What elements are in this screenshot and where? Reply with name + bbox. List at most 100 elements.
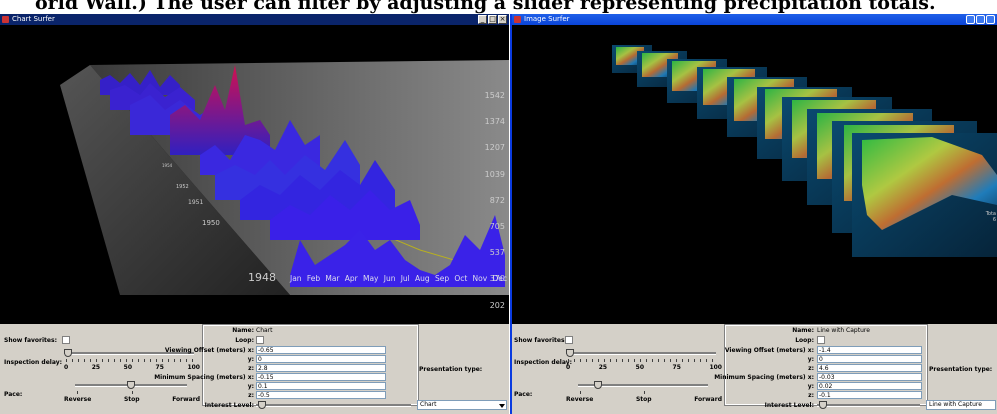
window-title: Image Surfer xyxy=(524,15,570,23)
viewing-offset-y-field[interactable]: 0 xyxy=(256,355,386,363)
page-caption: orld Wall.) The user can filter by adjus… xyxy=(35,0,936,14)
z-label: z: xyxy=(808,365,814,372)
minimum-spacing-x-field[interactable]: -0.15 xyxy=(256,373,386,381)
show-favorites-label: Show favorites: xyxy=(4,337,57,344)
y-tick: 1039 xyxy=(484,169,505,179)
pace-stop-label: Stop xyxy=(123,396,140,403)
interest-level-slider[interactable] xyxy=(256,401,411,409)
x-tick: Jun xyxy=(383,274,396,283)
viewing-offset-label: Viewing Offset (meters) x: xyxy=(164,347,254,354)
app-icon xyxy=(514,16,521,23)
y-tick: 202 xyxy=(489,300,505,310)
tick-label: 25 xyxy=(598,364,608,371)
presentation-type-label: Presentation type: xyxy=(419,366,483,373)
maximize-button[interactable]: □ xyxy=(488,15,497,24)
pace-label: Pace: xyxy=(514,391,533,398)
close-button[interactable] xyxy=(986,15,995,24)
window-title: Chart Surfer xyxy=(12,15,55,23)
year-label: 1948 xyxy=(248,271,276,284)
presentation-type-select[interactable]: Chart xyxy=(417,400,507,410)
x-tick: Oct xyxy=(454,274,468,283)
show-favorites-checkbox[interactable] xyxy=(565,336,573,344)
loop-label: Loop: xyxy=(235,337,254,344)
viewing-offset-label: Viewing Offset (meters) x: xyxy=(724,347,814,354)
inspection-delay-label: Inspection delay: xyxy=(4,359,62,366)
minimum-spacing-z-field[interactable]: -0.5 xyxy=(256,391,386,399)
interest-level-slider[interactable] xyxy=(817,401,920,409)
loop-checkbox[interactable] xyxy=(817,336,825,344)
presentation-type-value: Chart xyxy=(420,401,437,408)
viewing-offset-z-field[interactable]: 2.8 xyxy=(256,364,386,372)
y-tick: 1207 xyxy=(484,143,505,153)
minimum-spacing-label: Minimum Spacing (meters) x: xyxy=(714,374,814,381)
image-layers xyxy=(612,45,997,257)
slider-ticks xyxy=(580,391,708,394)
tick-label: 50 xyxy=(635,364,644,371)
year-label: 1952 xyxy=(176,184,189,190)
tick-label: 25 xyxy=(91,364,101,371)
presentation-type-value: Line with Capture xyxy=(929,401,982,408)
side-text: 6 xyxy=(992,217,996,223)
tick-label: 0 xyxy=(64,364,69,371)
x-tick: Sep xyxy=(434,274,450,283)
image-viewport[interactable]: Tota 6 xyxy=(512,25,997,324)
viewing-offset-x-field[interactable]: -1.4 xyxy=(817,346,922,354)
inspection-delay-slider[interactable] xyxy=(566,349,716,357)
pace-slider[interactable] xyxy=(578,381,708,389)
pace-slider[interactable] xyxy=(75,381,187,389)
x-tick: Aug xyxy=(415,274,430,283)
name-value: Chart xyxy=(256,327,273,334)
minimum-spacing-x-field[interactable]: -0.03 xyxy=(817,373,922,381)
slider-thumb[interactable] xyxy=(258,401,266,409)
inspection-delay-slider[interactable] xyxy=(64,349,194,357)
presentation-type-label: Presentation type: xyxy=(929,366,993,373)
maximize-button[interactable] xyxy=(976,15,985,24)
show-favorites-checkbox[interactable] xyxy=(62,336,70,344)
viewing-offset-z-field[interactable]: 4.6 xyxy=(817,364,922,372)
loop-checkbox[interactable] xyxy=(256,336,264,344)
title-bar[interactable]: Image Surfer xyxy=(512,14,997,25)
chevron-down-icon[interactable] xyxy=(499,404,505,408)
y-tick: 872 xyxy=(489,195,505,205)
interest-level-label: Interest Level: xyxy=(764,402,814,409)
viewing-offset-x-field[interactable]: -0.65 xyxy=(256,346,386,354)
slider-thumb[interactable] xyxy=(127,381,135,389)
x-tick: Jul xyxy=(400,274,410,283)
image-stack-scene xyxy=(612,45,997,257)
y-tick: 1374 xyxy=(484,117,505,127)
x-tick: Apr xyxy=(344,274,358,283)
year-label: 1954 xyxy=(162,163,173,168)
z-label: z: xyxy=(248,392,254,399)
title-bar[interactable]: Chart Surfer _ □ × xyxy=(0,14,509,25)
pace-reverse-label: Reverse xyxy=(566,396,594,403)
slider-thumb[interactable] xyxy=(566,349,574,357)
tick-label: 50 xyxy=(123,364,132,371)
y-tick: 1542 xyxy=(484,91,505,100)
app-icon xyxy=(2,16,9,23)
x-tick: Jan xyxy=(290,274,302,283)
chart-viewport[interactable]: 1542 1374 1207 1039 872 705 537 370 202 … xyxy=(0,25,509,324)
minimum-spacing-z-field[interactable]: -0.1 xyxy=(817,391,922,399)
inspection-delay-label: Inspection delay: xyxy=(514,359,572,366)
x-tick: Feb xyxy=(306,274,321,283)
slider-thumb[interactable] xyxy=(64,349,72,357)
minimize-button[interactable]: _ xyxy=(478,15,487,24)
year-label: 1950 xyxy=(202,219,220,227)
chart-surfer-window: Chart Surfer _ □ × xyxy=(0,14,509,414)
minimize-button[interactable] xyxy=(966,15,975,24)
x-tick: Dec xyxy=(492,274,507,283)
z-label: z: xyxy=(248,365,254,372)
slider-thumb[interactable] xyxy=(594,381,602,389)
minimum-spacing-y-field[interactable]: 0.02 xyxy=(817,382,922,390)
loop-label: Loop: xyxy=(795,337,814,344)
name-label: Name: xyxy=(232,327,254,334)
name-label: Name: xyxy=(792,327,814,334)
viewing-offset-y-field[interactable]: 0 xyxy=(817,355,922,363)
close-button[interactable]: × xyxy=(498,15,507,24)
x-tick: May xyxy=(362,274,379,283)
presentation-type-select[interactable]: Line with Capture xyxy=(926,400,996,410)
y-label: y: xyxy=(807,356,814,363)
slider-thumb[interactable] xyxy=(819,401,827,409)
minimum-spacing-y-field[interactable]: 0.1 xyxy=(256,382,386,390)
pace-forward-label: Forward xyxy=(172,396,200,403)
